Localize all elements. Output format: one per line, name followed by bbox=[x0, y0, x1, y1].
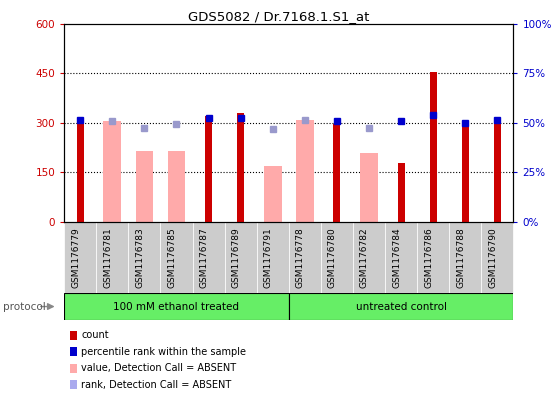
Text: untreated control: untreated control bbox=[355, 301, 446, 312]
Bar bbox=[397, 162, 405, 222]
Text: GSM1176788: GSM1176788 bbox=[456, 228, 465, 288]
Text: GSM1176783: GSM1176783 bbox=[136, 228, 145, 288]
Text: GSM1176784: GSM1176784 bbox=[392, 228, 401, 288]
Bar bbox=[205, 116, 212, 222]
Text: GSM1176789: GSM1176789 bbox=[232, 228, 240, 288]
Bar bbox=[333, 125, 340, 222]
Text: GSM1176787: GSM1176787 bbox=[200, 228, 209, 288]
Bar bbox=[237, 113, 244, 222]
Text: count: count bbox=[81, 330, 109, 340]
Text: GSM1176790: GSM1176790 bbox=[488, 228, 497, 288]
Text: GSM1176780: GSM1176780 bbox=[328, 228, 337, 288]
Bar bbox=[167, 151, 185, 222]
Text: GSM1176781: GSM1176781 bbox=[103, 228, 112, 288]
Bar bbox=[296, 119, 314, 222]
Bar bbox=[103, 121, 121, 222]
Text: GSM1176778: GSM1176778 bbox=[296, 228, 305, 288]
Bar bbox=[289, 293, 513, 320]
Text: GSM1176779: GSM1176779 bbox=[71, 228, 80, 288]
Text: rank, Detection Call = ABSENT: rank, Detection Call = ABSENT bbox=[81, 380, 232, 390]
Text: GSM1176791: GSM1176791 bbox=[264, 228, 273, 288]
Bar bbox=[136, 151, 153, 222]
Text: GDS5082 / Dr.7168.1.S1_at: GDS5082 / Dr.7168.1.S1_at bbox=[188, 10, 370, 23]
Bar bbox=[64, 293, 289, 320]
Bar bbox=[76, 123, 84, 222]
Text: 100 mM ethanol treated: 100 mM ethanol treated bbox=[113, 301, 239, 312]
Text: GSM1176786: GSM1176786 bbox=[424, 228, 433, 288]
Bar bbox=[360, 152, 378, 222]
Text: protocol: protocol bbox=[3, 301, 46, 312]
Text: GSM1176782: GSM1176782 bbox=[360, 228, 369, 288]
Text: GSM1176785: GSM1176785 bbox=[167, 228, 176, 288]
Bar bbox=[430, 72, 437, 222]
Text: percentile rank within the sample: percentile rank within the sample bbox=[81, 347, 247, 357]
Text: value, Detection Call = ABSENT: value, Detection Call = ABSENT bbox=[81, 363, 237, 373]
Bar bbox=[264, 166, 282, 222]
Bar bbox=[494, 123, 501, 222]
Bar bbox=[461, 125, 469, 222]
